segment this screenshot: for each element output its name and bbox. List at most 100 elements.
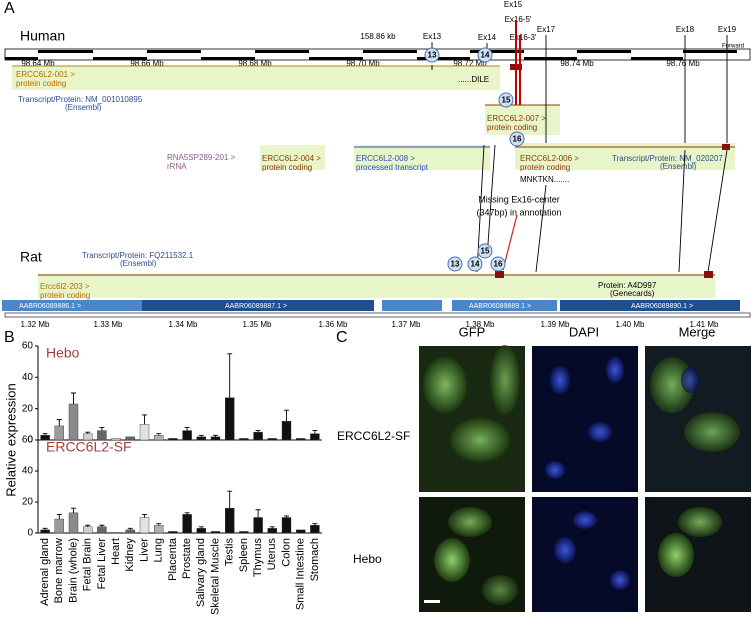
x-tick-label: Heart bbox=[110, 538, 122, 565]
x-tick-label: Fetal Liver bbox=[96, 538, 108, 590]
error-bar bbox=[184, 512, 190, 515]
annotation: Missing Ex16-center bbox=[478, 194, 560, 204]
contig-label: AABR06089887.1 > bbox=[225, 303, 287, 310]
species-label: Human bbox=[20, 28, 65, 44]
scale-label: 98.76 Mb bbox=[666, 59, 700, 68]
bar bbox=[253, 431, 263, 441]
scale-label: 98.64 Mb bbox=[21, 59, 55, 68]
exon-marker-label: 15 bbox=[502, 96, 511, 105]
scale-label: 1.39 Mb bbox=[541, 320, 570, 329]
exon-label: Ex14 bbox=[478, 33, 497, 42]
column-label: GFP bbox=[459, 324, 486, 339]
error-bar bbox=[127, 527, 133, 530]
bar bbox=[97, 526, 107, 534]
bar bbox=[196, 528, 207, 534]
bar bbox=[224, 397, 235, 441]
transcript-label: Protein: A4D997 bbox=[598, 281, 657, 290]
x-tick-label: Brain (whole) bbox=[67, 538, 79, 603]
transcript-label: Ercc6l2-203 > bbox=[40, 282, 90, 291]
contig-label: AABR06089889.1 > bbox=[469, 303, 531, 310]
transcript-track bbox=[38, 274, 715, 298]
error-bar bbox=[156, 523, 162, 526]
chart-title: Hebo bbox=[46, 345, 80, 361]
y-tick-label: 20 bbox=[22, 497, 34, 508]
bar bbox=[239, 438, 249, 441]
exon-marker-label: 14 bbox=[481, 51, 490, 60]
x-tick-label: Placenta bbox=[167, 537, 179, 581]
error-bar bbox=[255, 430, 261, 433]
exon-marker-label: 13 bbox=[451, 260, 460, 269]
transcript-label: protein coding bbox=[487, 123, 537, 132]
scale-label: 98.70 Mb bbox=[346, 59, 380, 68]
species-label: Rat bbox=[20, 249, 42, 265]
bar bbox=[111, 532, 121, 534]
error-bar bbox=[198, 434, 204, 437]
bar bbox=[253, 517, 263, 534]
exon-label: Ex17 bbox=[537, 25, 556, 34]
transcript-label: protein coding bbox=[520, 163, 570, 172]
error-bar bbox=[56, 419, 62, 426]
bar bbox=[82, 526, 93, 534]
error-bar bbox=[42, 527, 48, 530]
x-tick-label: Bone marrow bbox=[53, 538, 65, 603]
error-bar bbox=[312, 523, 318, 526]
bar bbox=[40, 529, 50, 534]
panel-label: B bbox=[4, 329, 15, 346]
scale-label: 1.32 Mb bbox=[21, 320, 50, 329]
transcript-label: protein coding bbox=[16, 79, 66, 88]
y-tick-label: 60 bbox=[22, 341, 34, 352]
exon-marker bbox=[467, 256, 483, 272]
row-label: Hebo bbox=[353, 552, 382, 566]
scale-label: 1.35 Mb bbox=[243, 320, 272, 329]
transcript-label: protein coding bbox=[40, 291, 90, 300]
transcript-label: ERCC6L2-007 > bbox=[487, 114, 546, 123]
ruler-segments bbox=[5, 50, 737, 60]
micrographs bbox=[419, 345, 751, 612]
exon-label: Ex19 bbox=[718, 25, 737, 34]
bar bbox=[68, 512, 79, 534]
exon-marker bbox=[498, 92, 514, 108]
sequence-label: ......DILE bbox=[458, 75, 489, 84]
ruler bbox=[4, 48, 751, 61]
y-tick-label: 60 bbox=[22, 435, 34, 446]
transcript-label: (Ensembl) bbox=[65, 103, 102, 112]
y-tick-label: 40 bbox=[22, 466, 34, 477]
x-tick-label: Kidney bbox=[124, 538, 136, 572]
transcript-label: rRNA bbox=[167, 162, 187, 171]
column-label: Merge bbox=[679, 324, 716, 339]
scale-label: 98.66 Mb bbox=[130, 59, 164, 68]
scale-label: 1.41 Mb bbox=[690, 320, 719, 329]
error-bar bbox=[269, 526, 275, 529]
bar bbox=[296, 529, 306, 534]
exon-label: Ex15 bbox=[504, 0, 523, 9]
error-bar bbox=[184, 427, 190, 431]
x-tick-label: Uterus bbox=[266, 538, 278, 571]
bar bbox=[139, 517, 150, 534]
error-bar bbox=[227, 490, 233, 509]
error-bar bbox=[284, 409, 289, 422]
bar-charts: 0 20 40 60 Hebo 0 20 40 60 ERCC6L2-SF Adrenal glan… bbox=[22, 341, 322, 615]
exon-marker-label: 15 bbox=[481, 247, 490, 256]
bar bbox=[125, 436, 136, 441]
exon-marker-label: 14 bbox=[471, 260, 480, 269]
exon-label: Ex18 bbox=[676, 25, 695, 34]
x-tick-label: Stomach bbox=[309, 538, 321, 581]
error-bar bbox=[156, 433, 162, 436]
column-label: DAPI bbox=[569, 324, 599, 339]
bar bbox=[139, 424, 150, 441]
span-label: 158.86 kb bbox=[360, 32, 396, 41]
transcript-label: ERCC6L2-006 > bbox=[520, 154, 579, 163]
error-bar bbox=[56, 513, 62, 520]
missing-exon-line bbox=[502, 214, 518, 271]
error-bar bbox=[255, 509, 261, 518]
transcript-label: ERCC6L2-004 > bbox=[262, 154, 321, 163]
transcript-label: (Ensembl) bbox=[120, 259, 157, 268]
x-tick-label: Salivary gland bbox=[195, 538, 207, 607]
x-tick-label: Spleen bbox=[238, 538, 250, 572]
exon-label: Ex16-3′ bbox=[510, 33, 537, 42]
panel-label: C bbox=[336, 329, 348, 346]
row-label: ERCC6L2-SF bbox=[337, 429, 410, 443]
scale-label: 1.34 Mb bbox=[169, 320, 198, 329]
